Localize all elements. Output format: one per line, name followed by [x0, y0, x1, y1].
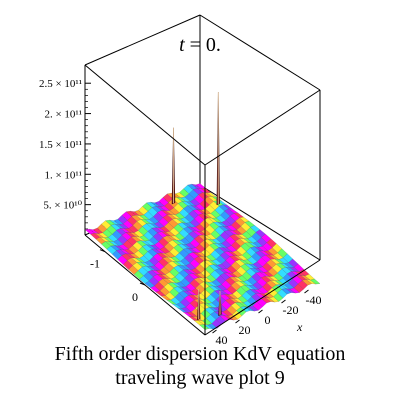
z-tick-label: 1.5 × 10¹¹: [39, 139, 82, 151]
z-tick-label: 2.5 × 10¹¹: [39, 78, 82, 90]
figure-caption: Fifth order dispersion KdV equation trav…: [0, 342, 400, 390]
y-tick-label: -1: [90, 257, 100, 271]
x-axis: -40 -20 0 20 40 x: [212, 289, 322, 347]
box-top-edge: [84, 14, 201, 66]
x-tick: [212, 329, 217, 334]
z-tick-label: 2. × 10¹¹: [44, 109, 82, 121]
x-tick-label: 20: [239, 323, 251, 337]
box-top-edge: [199, 14, 321, 91]
z-axis: 5. × 10¹⁰ 1. × 10¹¹ 1.5 × 10¹¹ 2. × 10¹¹ 2.5…: [39, 78, 91, 230]
box-top-edge: [204, 89, 321, 166]
title-variable: t: [179, 34, 185, 56]
z-tick-label: 1. × 10¹¹: [44, 169, 82, 181]
x-tick: [281, 299, 286, 304]
x-tick: [258, 309, 263, 314]
x-tick-label: -20: [283, 303, 299, 317]
box-top-edge: [84, 64, 206, 166]
y-tick: [99, 249, 106, 253]
plot-title: t = 0.: [0, 34, 400, 57]
title-value: = 0.: [184, 34, 221, 56]
box-front-edge: [204, 259, 321, 336]
surface-mesh: [84, 183, 321, 330]
y-tick: [139, 282, 146, 286]
y-axis: -1 0: [90, 249, 146, 304]
z-tick-label: 5. × 10¹⁰: [43, 200, 82, 212]
x-tick-label: 0: [265, 313, 271, 327]
x-axis-label: x: [296, 320, 303, 334]
y-tick-label: 0: [132, 290, 138, 304]
surface-peaks: [171, 92, 222, 321]
x-tick-label: 40: [216, 333, 228, 347]
caption-line-2: traveling wave plot 9: [115, 367, 285, 389]
x-tick: [304, 289, 309, 294]
x-tick: [235, 319, 240, 324]
caption-line-1: Fifth order dispersion KdV equation: [54, 343, 346, 365]
x-tick-label: -40: [306, 293, 322, 307]
surface-cell: [309, 278, 321, 285]
box-back-edge: [199, 184, 321, 261]
